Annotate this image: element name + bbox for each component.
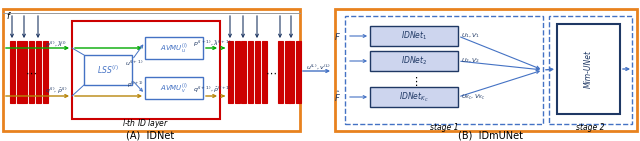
Bar [29,41,34,103]
Text: $p^{(l+1)},\hat{\lambda}^{(l+1)}$: $p^{(l+1)},\hat{\lambda}^{(l+1)}$ [193,39,231,49]
Text: (A)  IDNet: (A) IDNet [126,131,174,141]
Bar [22,41,27,103]
Text: $u^{(l+1)}$: $u^{(l+1)}$ [125,58,144,68]
Text: stage 1: stage 1 [429,124,458,133]
Text: $IDNet_1$: $IDNet_1$ [401,30,427,42]
Text: $LSS^{(l)}$: $LSS^{(l)}$ [97,64,119,76]
Text: $\cdots$: $\cdots$ [25,68,37,78]
Bar [3,9,300,131]
Text: $AVMU_u^{(l)}$: $AVMU_u^{(l)}$ [160,41,188,55]
Text: $l$-th ID layer: $l$-th ID layer [122,117,170,131]
Text: $F$: $F$ [334,30,341,41]
Bar [17,41,22,103]
Bar [36,41,41,103]
Text: $\hat{F}$: $\hat{F}$ [334,90,341,104]
Bar [335,9,637,131]
Bar [145,37,203,59]
Text: $q^{(l)},\hat{\rho}^{(l)}$: $q^{(l)},\hat{\rho}^{(l)}$ [45,86,67,96]
Bar [248,41,253,103]
Bar [296,41,301,103]
Bar [262,41,267,103]
Text: (B)  IDmUNet: (B) IDmUNet [458,131,522,141]
Bar [557,24,620,114]
Bar [345,16,543,124]
Bar [255,41,260,103]
Bar [10,41,15,103]
Text: stage 2: stage 2 [576,124,605,133]
Text: $IDNet_{K_C}$: $IDNet_{K_C}$ [399,90,429,104]
Text: $U_{K_C}, V_{K_C}$: $U_{K_C}, V_{K_C}$ [461,92,485,102]
Bar [278,41,283,103]
Text: $q^{(l+1)},\hat{\rho}^{(l+1)}$: $q^{(l+1)},\hat{\rho}^{(l+1)}$ [193,85,232,95]
Bar [84,55,132,85]
Text: $U_1, V_1$: $U_1, V_1$ [461,32,481,40]
Bar [370,26,458,46]
Text: $IDNet_2$: $IDNet_2$ [401,55,427,67]
Text: $\cdots$: $\cdots$ [265,68,277,78]
Bar [289,41,294,103]
Bar [43,41,48,103]
Bar [72,21,220,119]
Text: $p^{(l)},\hat{\lambda}^{(l)}$: $p^{(l)},\hat{\lambda}^{(l)}$ [45,40,67,50]
Bar [285,41,290,103]
Bar [370,51,458,71]
Bar [235,41,240,103]
Text: $U_2, V_2$: $U_2, V_2$ [461,57,481,65]
Text: $AVMU_v^{(l)}$: $AVMU_v^{(l)}$ [160,81,188,95]
Bar [145,77,203,99]
Text: $f$: $f$ [6,10,12,21]
Text: Mim-UNet: Mim-UNet [584,50,593,88]
Text: $\vdots$: $\vdots$ [410,74,418,88]
Bar [370,87,458,107]
Text: $p^{(l+1)}$: $p^{(l+1)}$ [127,80,144,90]
Text: $u^{(L)},v^{(L)}$: $u^{(L)},v^{(L)}$ [306,63,330,71]
Bar [241,41,246,103]
Bar [549,16,632,124]
Bar [228,41,233,103]
